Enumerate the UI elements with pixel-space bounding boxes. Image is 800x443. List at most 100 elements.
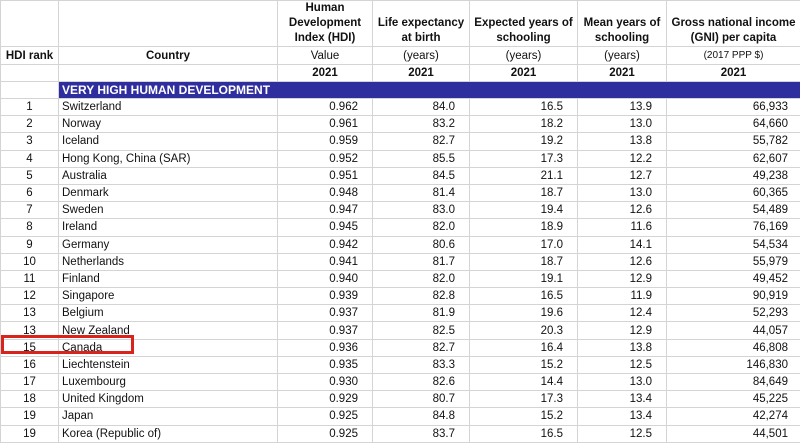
country-cell: Finland — [59, 270, 278, 287]
header-life: Life expectancy at birth — [373, 1, 470, 47]
rank-cell: 6 — [1, 184, 59, 201]
unit-expected: (years) — [470, 47, 578, 65]
rank-cell: 18 — [1, 391, 59, 408]
expected-cell: 18.7 — [470, 184, 578, 201]
expected-cell: 20.3 — [470, 322, 578, 339]
expected-cell: 19.6 — [470, 305, 578, 322]
life-cell: 85.5 — [373, 150, 470, 167]
header-hdi: Human Development Index (HDI) — [278, 1, 373, 47]
gni-cell: 76,169 — [667, 219, 800, 236]
mean-cell: 12.6 — [578, 253, 667, 270]
unit-gni: (2017 PPP $) — [667, 47, 800, 65]
units-row: HDI rank Country Value (years) (years) (… — [1, 47, 800, 65]
mean-cell: 12.5 — [578, 356, 667, 373]
gni-cell: 62,607 — [667, 150, 800, 167]
unit-hdi: Value — [278, 47, 373, 65]
gni-cell: 84,649 — [667, 374, 800, 391]
rank-cell: 3 — [1, 133, 59, 150]
gni-cell: 49,238 — [667, 167, 800, 184]
rank-cell: 11 — [1, 270, 59, 287]
mean-cell: 13.0 — [578, 116, 667, 133]
hdi-cell: 0.925 — [278, 425, 373, 442]
year-life: 2021 — [373, 65, 470, 82]
rank-cell: 10 — [1, 253, 59, 270]
life-cell: 82.7 — [373, 133, 470, 150]
gni-cell: 64,660 — [667, 116, 800, 133]
life-cell: 83.7 — [373, 425, 470, 442]
life-cell: 83.2 — [373, 116, 470, 133]
band-empty — [1, 82, 59, 99]
gni-cell: 45,225 — [667, 391, 800, 408]
hdi-cell: 0.951 — [278, 167, 373, 184]
rank-cell: 2 — [1, 116, 59, 133]
mean-cell: 13.0 — [578, 374, 667, 391]
life-cell: 80.6 — [373, 236, 470, 253]
year-gni: 2021 — [667, 65, 800, 82]
country-cell: Hong Kong, China (SAR) — [59, 150, 278, 167]
gni-cell: 52,293 — [667, 305, 800, 322]
mean-cell: 13.8 — [578, 133, 667, 150]
life-cell: 82.0 — [373, 270, 470, 287]
country-cell: Singapore — [59, 288, 278, 305]
gni-cell: 55,979 — [667, 253, 800, 270]
gni-cell: 54,534 — [667, 236, 800, 253]
mean-cell: 12.9 — [578, 322, 667, 339]
life-cell: 83.3 — [373, 356, 470, 373]
group-label: VERY HIGH HUMAN DEVELOPMENT — [59, 82, 800, 99]
hdi-cell: 0.947 — [278, 202, 373, 219]
life-cell: 83.0 — [373, 202, 470, 219]
gni-cell: 44,057 — [667, 322, 800, 339]
year-expected: 2021 — [470, 65, 578, 82]
mean-cell: 11.6 — [578, 219, 667, 236]
country-cell: Sweden — [59, 202, 278, 219]
expected-cell: 18.7 — [470, 253, 578, 270]
life-cell: 82.5 — [373, 322, 470, 339]
life-cell: 82.6 — [373, 374, 470, 391]
gni-cell: 54,489 — [667, 202, 800, 219]
hdi-cell: 0.942 — [278, 236, 373, 253]
life-cell: 80.7 — [373, 391, 470, 408]
country-cell: United Kingdom — [59, 391, 278, 408]
life-cell: 81.4 — [373, 184, 470, 201]
hdi-cell: 0.945 — [278, 219, 373, 236]
year-mean: 2021 — [578, 65, 667, 82]
expected-cell: 15.2 — [470, 408, 578, 425]
country-cell: Norway — [59, 116, 278, 133]
expected-cell: 16.4 — [470, 339, 578, 356]
rank-cell: 17 — [1, 374, 59, 391]
rank-cell: 7 — [1, 202, 59, 219]
unit-gni-text: (2017 PPP $) — [704, 50, 764, 61]
mean-cell: 13.4 — [578, 391, 667, 408]
expected-cell: 15.2 — [470, 356, 578, 373]
expected-cell: 19.1 — [470, 270, 578, 287]
year-empty-country — [59, 65, 278, 82]
rank-cell: 13 — [1, 305, 59, 322]
hdi-cell: 0.941 — [278, 253, 373, 270]
year-hdi: 2021 — [278, 65, 373, 82]
gni-cell: 90,919 — [667, 288, 800, 305]
hdi-cell: 0.935 — [278, 356, 373, 373]
expected-cell: 17.3 — [470, 391, 578, 408]
hdi-cell: 0.961 — [278, 116, 373, 133]
rank-cell: 9 — [1, 236, 59, 253]
expected-cell: 18.9 — [470, 219, 578, 236]
life-cell: 84.5 — [373, 167, 470, 184]
mean-cell: 13.4 — [578, 408, 667, 425]
rank-cell: 1 — [1, 99, 59, 116]
header-rank-empty — [1, 1, 59, 47]
rank-cell: 19 — [1, 425, 59, 442]
hdi-cell: 0.930 — [278, 374, 373, 391]
mean-cell: 13.9 — [578, 99, 667, 116]
life-cell: 82.7 — [373, 339, 470, 356]
